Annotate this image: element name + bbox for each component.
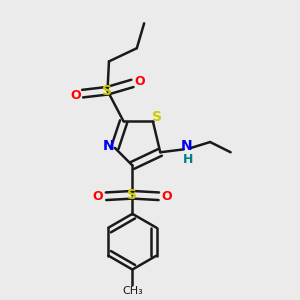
Text: S: S bbox=[128, 188, 137, 202]
Text: O: O bbox=[70, 88, 81, 102]
Text: H: H bbox=[183, 153, 193, 166]
Text: N: N bbox=[181, 140, 193, 153]
Text: O: O bbox=[92, 190, 103, 203]
Text: O: O bbox=[134, 75, 145, 88]
Text: S: S bbox=[103, 84, 112, 98]
Text: O: O bbox=[162, 190, 172, 203]
Text: N: N bbox=[103, 140, 114, 153]
Text: S: S bbox=[152, 110, 162, 124]
Text: CH₃: CH₃ bbox=[122, 286, 143, 296]
